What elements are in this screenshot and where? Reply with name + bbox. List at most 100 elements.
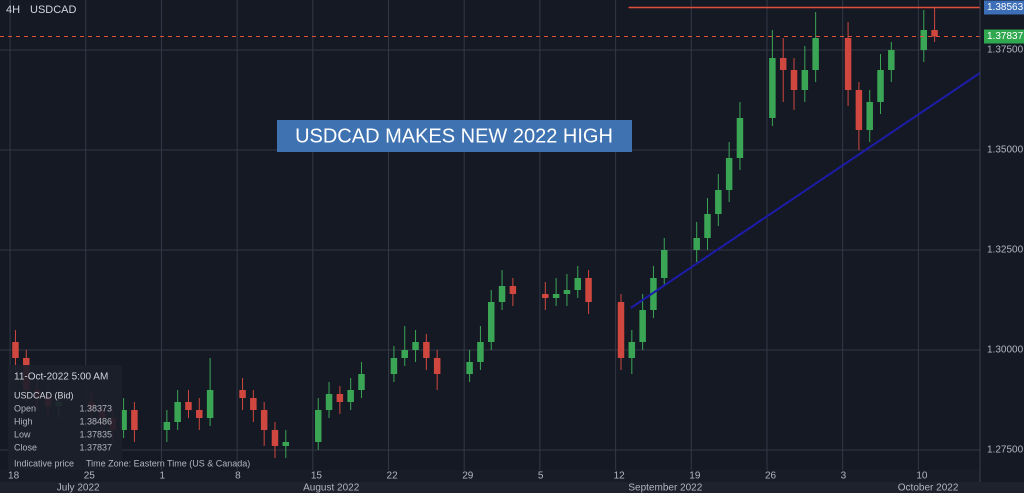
candle-body — [888, 50, 895, 70]
x-tick-label: 29 — [462, 471, 474, 482]
y-tick-label: 1.30000 — [987, 345, 1024, 356]
candle-body — [661, 250, 668, 278]
x-tick-label: 3 — [841, 471, 847, 482]
x-tick-label: 26 — [765, 471, 777, 482]
x-tick-label: 25 — [84, 471, 96, 482]
info-datetime: 11-Oct-2022 5:00 AM — [14, 372, 108, 383]
timeframe: 4H — [6, 4, 20, 16]
candle-body — [174, 402, 181, 422]
candle-body — [585, 278, 592, 302]
x-month-label: October 2022 — [898, 483, 959, 493]
overlays — [0, 6, 981, 309]
candle-body — [131, 410, 138, 430]
info-price-note: Indicative price — [14, 458, 74, 468]
x-tick-label: 1 — [159, 471, 165, 482]
x-month-label: August 2022 — [303, 483, 360, 493]
candle-body — [563, 290, 571, 294]
x-month-label: September 2022 — [628, 483, 702, 493]
info-value: 1.37837 — [79, 442, 112, 452]
price-tag-label: 1.38563 — [987, 2, 1024, 13]
candle-body — [314, 410, 322, 442]
info-label: Close — [14, 442, 37, 452]
candle-body — [574, 278, 581, 290]
grid — [0, 0, 980, 470]
candle-body — [401, 350, 408, 358]
info-box — [8, 365, 122, 471]
candle-body — [628, 342, 636, 358]
candle-body — [779, 58, 787, 70]
candle-body — [931, 30, 938, 37]
candle-body — [271, 430, 279, 446]
x-tick-label: 22 — [387, 471, 399, 482]
candle-body — [336, 394, 344, 402]
candle-body — [390, 358, 398, 374]
candle-body — [715, 190, 722, 214]
info-label: Low — [14, 429, 31, 439]
y-tick-label: 1.35000 — [987, 145, 1024, 156]
info-instrument: USDCAD (Bid) — [14, 390, 74, 400]
candle-body — [650, 278, 657, 310]
candle-body — [769, 58, 776, 118]
x-tick-label: 19 — [689, 471, 701, 482]
candle-body — [163, 422, 171, 430]
candle-body — [639, 310, 646, 342]
info-label: Open — [14, 403, 36, 413]
x-axis-months — [0, 482, 1024, 493]
candle-body — [358, 374, 365, 390]
candle-body — [920, 30, 928, 50]
candle-body — [790, 70, 798, 90]
candle-body — [12, 342, 19, 358]
candle-body — [866, 102, 873, 130]
x-tick-label: 10 — [916, 471, 928, 482]
trendline — [630, 72, 981, 309]
candle-body — [260, 410, 268, 430]
symbol: USDCAD — [30, 4, 77, 16]
candle-body — [250, 398, 257, 410]
candle-body — [282, 442, 290, 446]
y-tick-label: 1.27500 — [987, 445, 1024, 456]
candle-body — [120, 410, 127, 430]
info-label: High — [14, 416, 33, 426]
candle-body — [423, 342, 430, 358]
candle-body — [725, 158, 733, 190]
candle-body — [466, 362, 473, 374]
y-tick-label: 1.37500 — [987, 45, 1024, 56]
x-tick-label: 5 — [538, 471, 544, 482]
candle-body — [617, 302, 625, 358]
annotation: USDCAD MAKES NEW 2022 HIGH — [295, 125, 613, 147]
candle-body — [477, 342, 484, 362]
y-tick-label: 1.32500 — [987, 245, 1024, 256]
info-timezone: Time Zone: Eastern Time (US & Canada) — [86, 458, 250, 468]
candle-body — [542, 294, 549, 298]
candle-body — [844, 38, 852, 90]
x-axis-days — [0, 470, 980, 482]
candle-body — [509, 286, 517, 294]
x-tick-label: 15 — [311, 471, 323, 482]
candle-body — [239, 390, 246, 398]
candle-body — [185, 402, 192, 410]
candle-body — [206, 390, 214, 418]
candle-body — [855, 90, 863, 130]
candle-body — [812, 38, 819, 70]
candle-body — [498, 286, 506, 302]
candle-body — [552, 294, 560, 298]
x-month-label: July 2022 — [57, 483, 100, 493]
x-tick-label: 18 — [8, 471, 20, 482]
candle-body — [704, 214, 711, 238]
price-tag — [984, 29, 1024, 44]
price-tag-label: 1.37837 — [987, 31, 1024, 42]
info-value: 1.38486 — [79, 416, 112, 426]
price-tag — [984, 0, 1024, 15]
candle-body — [877, 70, 884, 102]
x-tick-label: 12 — [614, 471, 626, 482]
info-value: 1.37835 — [79, 429, 112, 439]
annotation-box — [277, 120, 632, 152]
candle-body — [325, 394, 333, 410]
candle-body — [196, 410, 203, 418]
candle-body — [736, 118, 744, 158]
candle-body — [412, 342, 419, 350]
candle-body — [801, 70, 809, 90]
candle-body — [487, 302, 495, 342]
